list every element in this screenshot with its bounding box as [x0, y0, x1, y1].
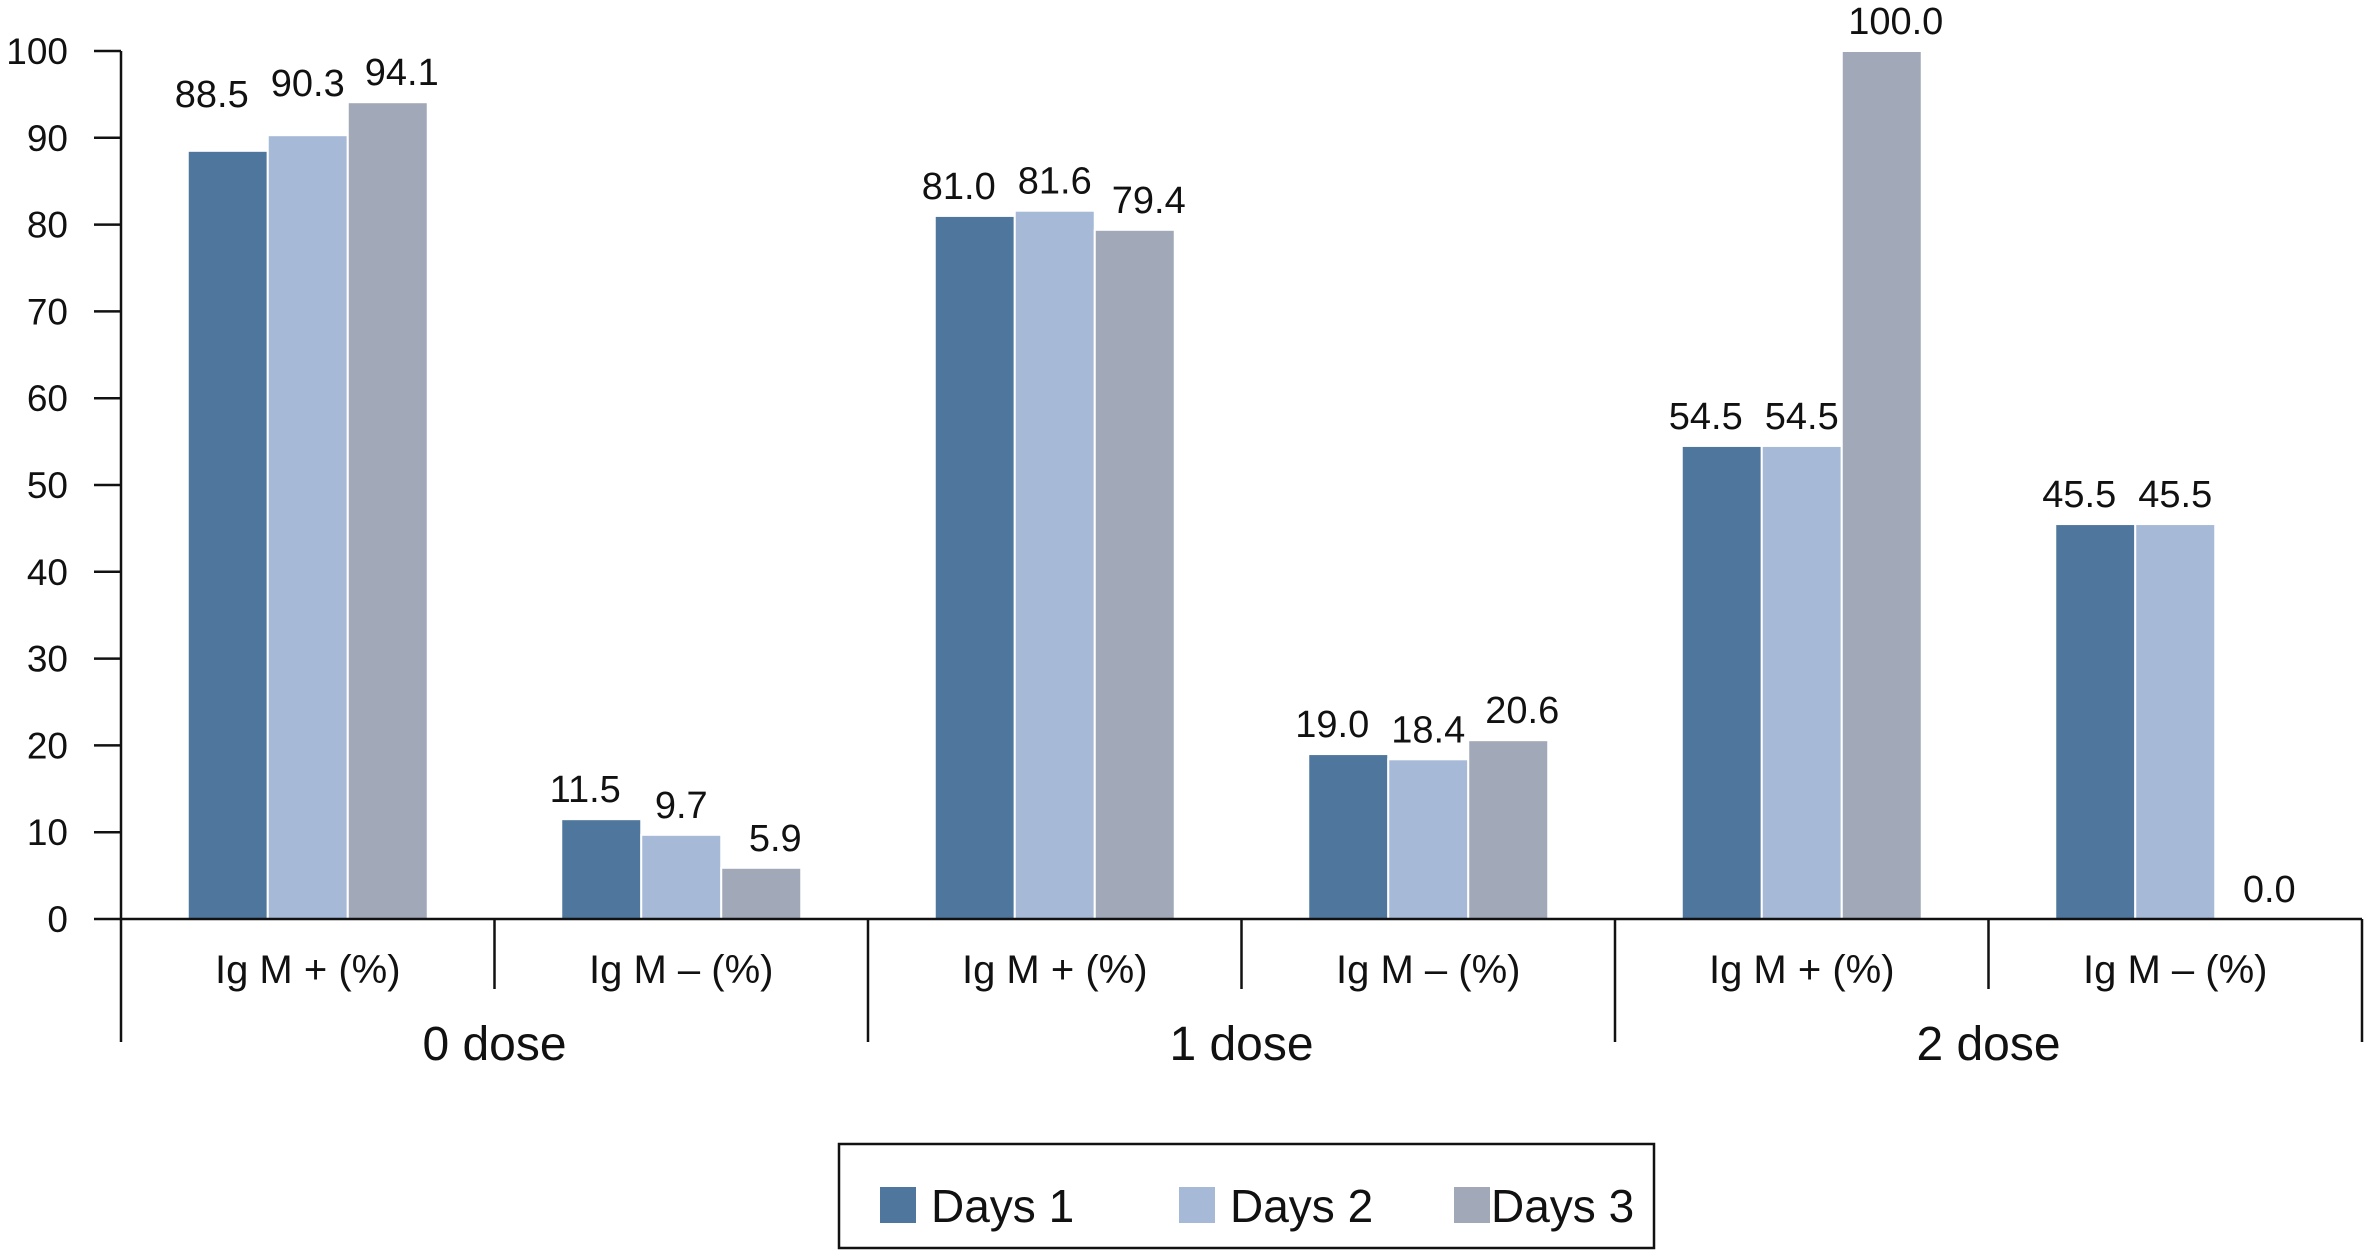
data-label-days-2-4: 54.5 — [1765, 396, 1839, 438]
y-tick-label: 30 — [27, 639, 68, 680]
data-label-days-2-3: 18.4 — [1391, 709, 1465, 751]
y-tick-label: 100 — [6, 31, 68, 72]
bar-days-2-1-dose-igm-pos — [1013, 209, 1096, 921]
y-tick-label: 50 — [27, 465, 68, 506]
y-tick-label: 70 — [27, 291, 68, 332]
data-label-days-1-3: 19.0 — [1295, 704, 1369, 746]
bar-days-3-1-dose-igm-pos — [1093, 228, 1176, 921]
data-label-days-1-2: 81.0 — [922, 166, 996, 208]
legend-swatch-days-2 — [1179, 1187, 1215, 1223]
category-label: Ig M + (%) — [962, 948, 1148, 992]
legend-swatch-days-1 — [880, 1187, 916, 1223]
data-label-days-3-4: 100.0 — [1848, 1, 1943, 43]
data-label-days-2-0: 90.3 — [271, 63, 345, 105]
y-tick-label: 0 — [47, 899, 68, 940]
bar-days-2-0-dose-igm-neg — [640, 833, 723, 921]
legend-label-days-3: Days 3 — [1491, 1180, 1634, 1232]
bar-days-1-2-dose-igm-neg — [2054, 523, 2137, 920]
bar-days-1-1-dose-igm-pos — [933, 214, 1016, 921]
bar-days-2-0-dose-igm-pos — [266, 134, 349, 921]
bar-days-3-2-dose-igm-pos — [1840, 50, 1923, 920]
data-label-days-1-1: 11.5 — [550, 769, 621, 811]
legend-box — [837, 1142, 1656, 1250]
group-label-1-dose: 1 dose — [1169, 1018, 1313, 1071]
bar-days-2-2-dose-igm-neg — [2134, 523, 2217, 920]
legend: Days 1 Days 2 Days 3 — [837, 1142, 1656, 1250]
group-label-0-dose: 0 dose — [422, 1018, 566, 1071]
data-label-days-1-4: 54.5 — [1669, 396, 1743, 438]
category-label: Ig M + (%) — [215, 948, 401, 992]
y-tick-label: 40 — [27, 552, 68, 593]
legend-label-days-1: Days 1 — [931, 1180, 1074, 1232]
category-label: Ig M – (%) — [1336, 948, 1520, 992]
data-label-days-3-2: 79.4 — [1112, 180, 1186, 222]
bar-days-1-0-dose-igm-pos — [186, 149, 269, 920]
group-label-2-dose: 2 dose — [1916, 1018, 2060, 1071]
data-label-days-2-2: 81.6 — [1018, 161, 1092, 203]
category-label: Ig M – (%) — [589, 948, 773, 992]
data-label-days-3-5: 0.0 — [2243, 869, 2296, 911]
legend-label-days-2: Days 2 — [1230, 1180, 1373, 1232]
data-label-days-1-5: 45.5 — [2042, 474, 2116, 516]
bar-days-2-1-dose-igm-neg — [1387, 758, 1470, 921]
labels-layer: 88.5 11.5 81.0 19.0 54.5 45.5 90.3 9.7 81.6 18.4 5… — [6, 1, 2295, 1071]
bar-days-1-0-dose-igm-neg — [560, 818, 643, 920]
bars-layer — [186, 50, 2217, 921]
data-label-days-2-1: 9.7 — [655, 785, 708, 827]
bar-days-1-2-dose-igm-pos — [1680, 444, 1763, 920]
y-tick-label: 10 — [27, 812, 68, 853]
bar-days-2-2-dose-igm-pos — [1760, 444, 1843, 920]
bar-days-3-0-dose-igm-pos — [346, 101, 429, 921]
data-label-days-2-5: 45.5 — [2138, 474, 2212, 516]
category-label: Ig M + (%) — [1709, 948, 1895, 992]
bar-days-3-0-dose-igm-neg — [720, 866, 803, 921]
legend-swatch-days-3 — [1454, 1187, 1490, 1223]
data-label-days-3-0: 94.1 — [365, 52, 439, 94]
category-label: Ig M – (%) — [2083, 948, 2267, 992]
data-label-days-3-3: 20.6 — [1485, 690, 1559, 732]
axes-layer — [94, 49, 2364, 1042]
y-tick-label: 20 — [27, 725, 68, 766]
y-tick-label: 60 — [27, 378, 68, 419]
y-tick-label: 90 — [27, 118, 68, 159]
bar-days-3-1-dose-igm-neg — [1467, 739, 1550, 921]
bar-days-1-1-dose-igm-neg — [1307, 753, 1390, 921]
data-label-days-1-0: 88.5 — [175, 74, 249, 116]
y-tick-label: 80 — [27, 205, 68, 246]
data-label-days-3-1: 5.9 — [749, 818, 802, 860]
